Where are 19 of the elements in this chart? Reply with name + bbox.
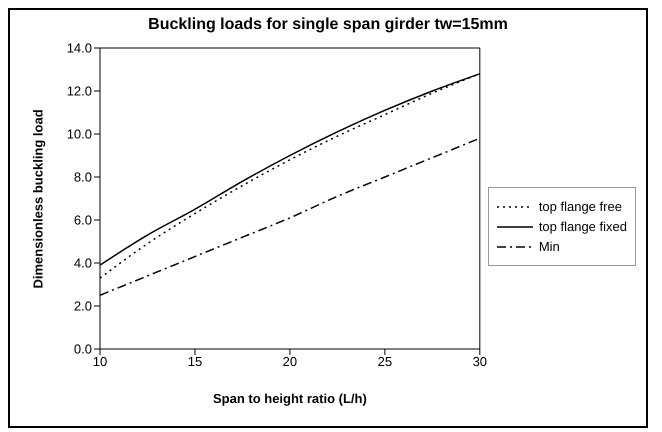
y-tick-label: 6.0	[74, 212, 92, 228]
y-tick-label: 8.0	[74, 170, 92, 185]
y-tick-label: 0.0	[74, 342, 92, 357]
y-tick-label: 4.0	[74, 256, 92, 271]
x-tick-label: 20	[282, 354, 298, 370]
x-tick-label: 25	[378, 354, 392, 370]
y-axis-title: Dimensionless buckling load	[30, 109, 46, 288]
y-tick-label: 14.0	[66, 40, 92, 56]
chart-title: Buckling loads for single span girder tw=15mm	[147, 16, 509, 34]
legend-label: Min	[538, 239, 560, 254]
y-tick-label: 12.0	[66, 84, 92, 99]
legend-label: top flange fixed	[538, 219, 627, 234]
y-tick-label: 10.0	[66, 126, 92, 142]
x-tick-label: 15	[188, 354, 202, 370]
y-tick-label: 2.0	[74, 298, 92, 314]
x-axis-title: Span to height ratio (L/h)	[212, 391, 367, 406]
x-tick-label: 30	[472, 354, 488, 370]
legend-label: top flange free	[538, 199, 622, 214]
x-tick-label: 10	[92, 354, 108, 370]
